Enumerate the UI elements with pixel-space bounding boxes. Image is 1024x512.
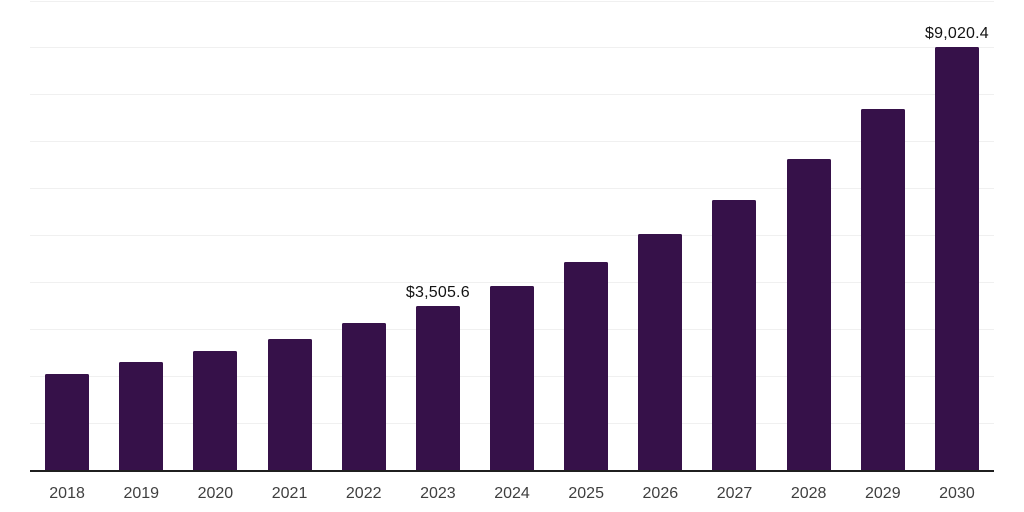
bar-2025 <box>564 262 609 470</box>
x-tick-label: 2021 <box>271 485 308 502</box>
bar-slot <box>623 1 697 470</box>
bar-slot <box>697 1 771 470</box>
bar-2021 <box>267 338 312 470</box>
bar-slot <box>772 1 846 470</box>
bars-row: $3,505.6 $9,020.4 <box>30 1 994 470</box>
bar-2027 <box>712 200 757 470</box>
bar-slot <box>846 1 920 470</box>
bar-slot: $3,505.6 <box>401 1 475 470</box>
x-tick-label: 2022 <box>345 485 382 502</box>
x-tick-label: 2029 <box>865 485 901 502</box>
gridline <box>30 235 994 236</box>
bar-slot <box>178 1 252 470</box>
gridline <box>30 281 994 283</box>
bar-2029 <box>860 108 905 470</box>
bar-2024 <box>490 285 535 470</box>
x-tick-label: 2027 <box>716 485 753 502</box>
bar-value-label: $9,020.4 <box>925 24 989 42</box>
bar-slot <box>104 1 178 470</box>
x-tick-label: 2025 <box>568 485 604 502</box>
gridline <box>30 47 994 49</box>
x-tick-label: 2024 <box>494 485 530 502</box>
x-tick-label: 2023 <box>420 485 456 502</box>
plot-area: $3,505.6 $9,020.4 <box>30 0 994 470</box>
x-axis-labels: 2018 2019 2020 2021 2022 2023 2024 2025 2026 2027… <box>30 485 994 502</box>
gridline <box>30 0 994 2</box>
bar-2018 <box>45 373 90 470</box>
bar-2030 <box>934 46 979 470</box>
bar-slot <box>327 1 401 470</box>
bar-2022 <box>341 323 386 470</box>
gridline <box>30 94 994 96</box>
bar-slot <box>549 1 623 470</box>
bar-2019 <box>119 361 164 470</box>
x-tick-label: 2020 <box>197 485 234 502</box>
x-tick-label: 2019 <box>123 485 160 502</box>
bar-slot: $9,020.4 <box>920 1 994 470</box>
x-tick-label: 2026 <box>642 485 679 502</box>
bar-slot <box>30 1 104 470</box>
bar-2020 <box>193 350 238 470</box>
bar-2028 <box>786 159 831 470</box>
bar-value-label: $3,505.6 <box>405 283 470 301</box>
gridline <box>30 188 994 190</box>
bar-slot <box>475 1 549 470</box>
bar-2026 <box>638 234 683 470</box>
x-tick-label: 2030 <box>939 485 975 502</box>
bar-slot <box>252 1 326 470</box>
gridline <box>30 141 994 143</box>
bar-2023 <box>415 305 460 470</box>
x-tick-label: 2018 <box>49 485 85 502</box>
x-tick-label: 2028 <box>790 485 827 502</box>
x-axis-line <box>30 470 994 472</box>
